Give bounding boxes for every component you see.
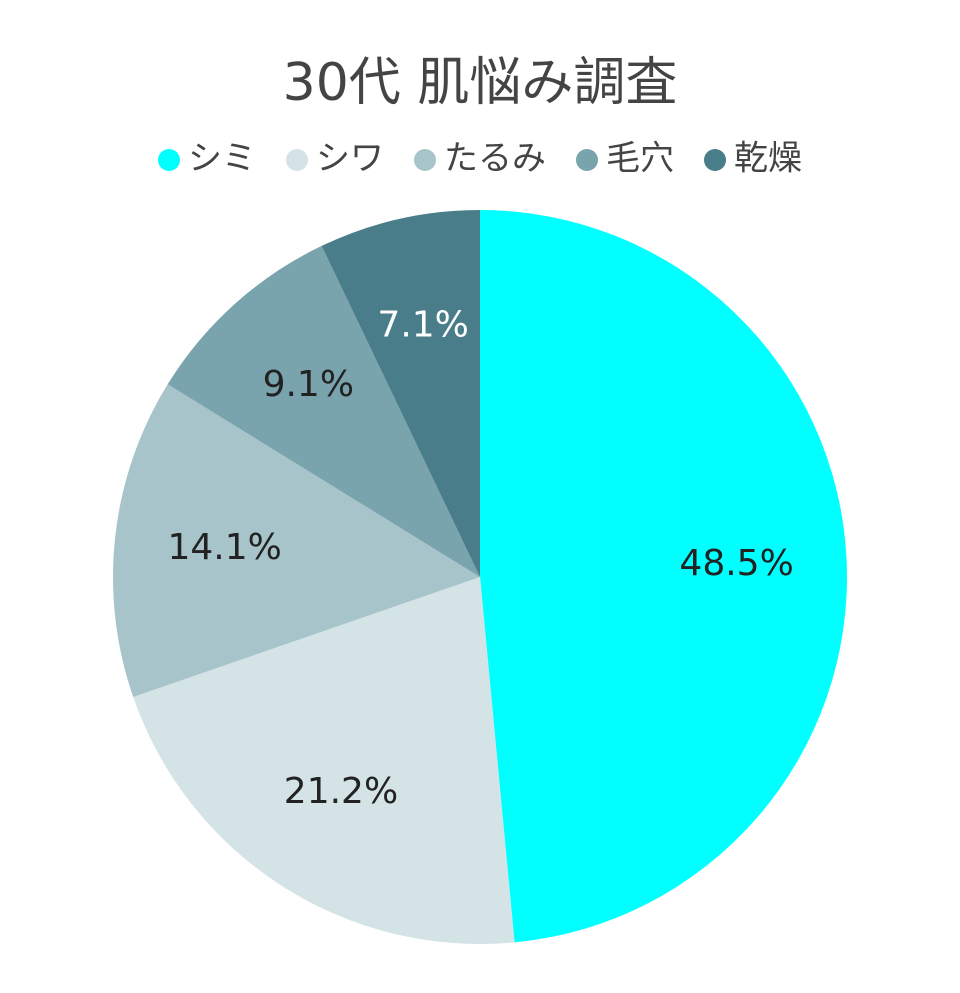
legend: シミ シワ たるみ 毛穴 乾燥 (158, 139, 802, 179)
legend-marker (414, 149, 436, 171)
pie-slice (167, 245, 480, 577)
legend-marker (286, 149, 308, 171)
legend-item: 乾燥 (704, 139, 802, 179)
data-label: 9.1% (263, 364, 354, 405)
legend-label: 乾燥 (734, 139, 802, 179)
pie-slice (112, 384, 481, 697)
data-label: 7.1% (377, 304, 468, 345)
legend-label: シミ (188, 139, 256, 179)
legend-item: シミ (158, 139, 256, 179)
data-label: 21.2% (284, 771, 398, 812)
legend-marker (158, 149, 180, 171)
data-label: 48.5% (679, 543, 793, 584)
legend-marker (704, 149, 726, 171)
legend-label: シワ (316, 139, 384, 179)
pie-slice (321, 210, 480, 577)
pie-slice (480, 210, 847, 943)
legend-label: たるみ (444, 139, 546, 179)
chart-title: 30代 肌悩み調査 (283, 53, 678, 113)
legend-label: 毛穴 (606, 139, 674, 179)
legend-item: 毛穴 (576, 139, 674, 179)
legend-marker (576, 149, 598, 171)
pie-slice (133, 577, 515, 944)
data-label: 14.1% (167, 527, 281, 568)
legend-item: たるみ (414, 139, 546, 179)
legend-item: シワ (286, 139, 384, 179)
